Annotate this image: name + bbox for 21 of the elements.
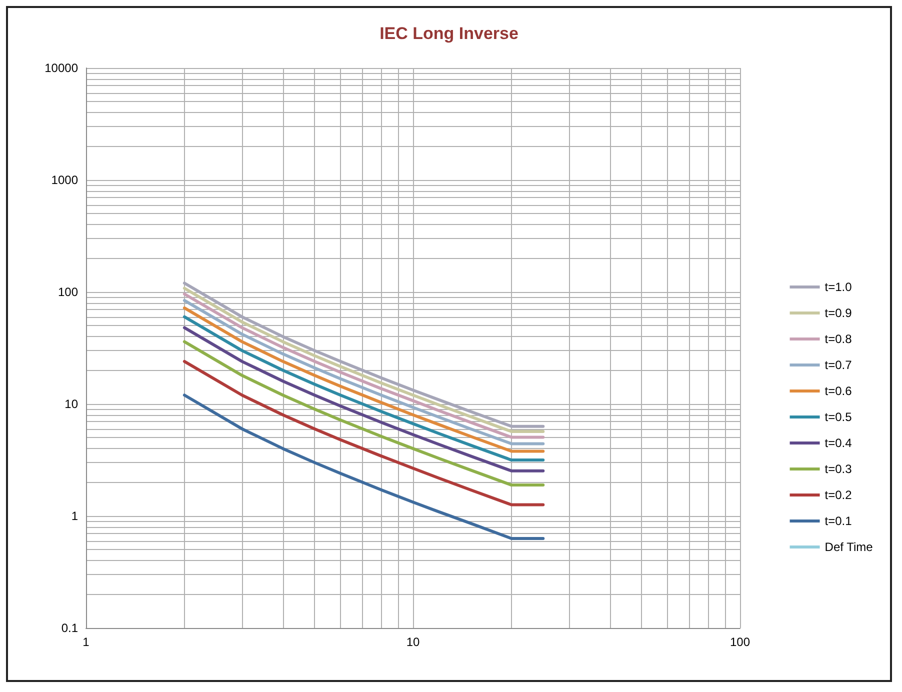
legend-label: Def Time <box>824 540 874 554</box>
y-tick-label: 10000 <box>44 61 78 75</box>
y-tick-label: 0.1 <box>61 621 78 635</box>
legend-label: t=0.8 <box>824 332 852 346</box>
legend-label: t=0.9 <box>824 306 852 320</box>
x-tick-label: 100 <box>730 635 750 649</box>
legend-label: t=0.5 <box>824 410 852 424</box>
legend-label: t=0.6 <box>824 384 852 398</box>
legend-label: t=0.3 <box>824 462 852 476</box>
x-tick-label: 10 <box>406 635 420 649</box>
legend-label: t=0.1 <box>824 514 852 528</box>
legend-label: t=0.7 <box>824 358 852 372</box>
legend-label: t=0.2 <box>824 488 852 502</box>
y-tick-label: 1 <box>71 509 78 523</box>
y-tick-label: 1000 <box>51 173 78 187</box>
y-tick-label: 100 <box>58 285 78 299</box>
x-tick-label: 1 <box>82 635 90 649</box>
chart-title: IEC Long Inverse <box>380 24 518 43</box>
legend-label: t=0.4 <box>824 436 852 450</box>
y-tick-label: 10 <box>64 397 78 411</box>
legend-label: t=1.0 <box>824 280 852 294</box>
